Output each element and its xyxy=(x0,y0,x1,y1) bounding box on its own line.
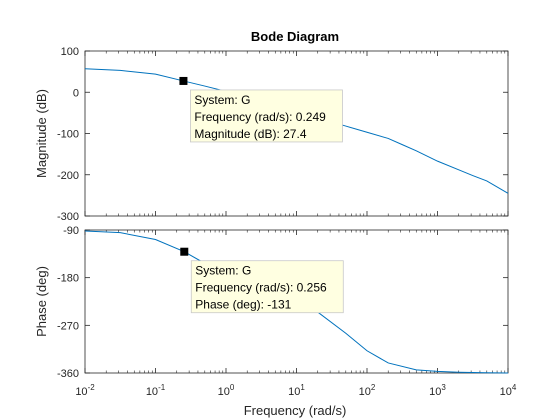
datatip-line: System: G xyxy=(195,264,251,278)
chart-title: Bode Diagram xyxy=(251,29,339,44)
datatip-line: Frequency (rad/s): 0.249 xyxy=(194,110,326,124)
y-axis-label-phase: Phase (deg) xyxy=(34,266,49,337)
x-tick-label: 102 xyxy=(359,383,376,398)
datatip-box-magnitude xyxy=(190,89,343,143)
y-tick-label: 0 xyxy=(73,87,79,99)
x-tick-label: 100 xyxy=(218,383,235,398)
x-axis-label: Frequency (rad/s) xyxy=(244,403,347,418)
datatip-box-phase xyxy=(190,260,344,314)
y-tick-label: -180 xyxy=(57,273,79,285)
x-tick-label: 10-2 xyxy=(75,383,95,398)
x-tick-label: 101 xyxy=(288,383,305,398)
datatip-line: System: G xyxy=(194,93,250,107)
x-tick-label: 104 xyxy=(500,383,517,398)
y-tick-label: 100 xyxy=(61,46,79,58)
y-tick-label: -100 xyxy=(57,129,79,141)
x-tick-label: 10-1 xyxy=(146,383,166,398)
y-tick-label: -360 xyxy=(57,368,79,380)
datatip-line: Phase (deg): -131 xyxy=(195,298,291,312)
datatip-marker-magnitude xyxy=(179,76,188,85)
panel-magnitude: 100 0 -100 -200 -300 Magnitude (dB) System: G F… xyxy=(34,46,509,223)
datatip-line: Frequency (rad/s): 0.256 xyxy=(195,281,327,295)
y-tick-label: -300 xyxy=(57,211,79,223)
datatip-marker-phase xyxy=(180,247,189,256)
y-axis-label-magnitude: Magnitude (dB) xyxy=(34,89,49,178)
y-tick-label: -90 xyxy=(63,225,79,237)
datatip-line: Magnitude (dB): 27.4 xyxy=(194,127,306,141)
y-tick-label: -270 xyxy=(57,320,79,332)
panel-phase: -90 -180 -270 -360 Phase (deg) System: G Frequ… xyxy=(34,225,517,398)
y-tick-label: -200 xyxy=(57,170,79,182)
x-tick-label: 103 xyxy=(429,383,446,398)
